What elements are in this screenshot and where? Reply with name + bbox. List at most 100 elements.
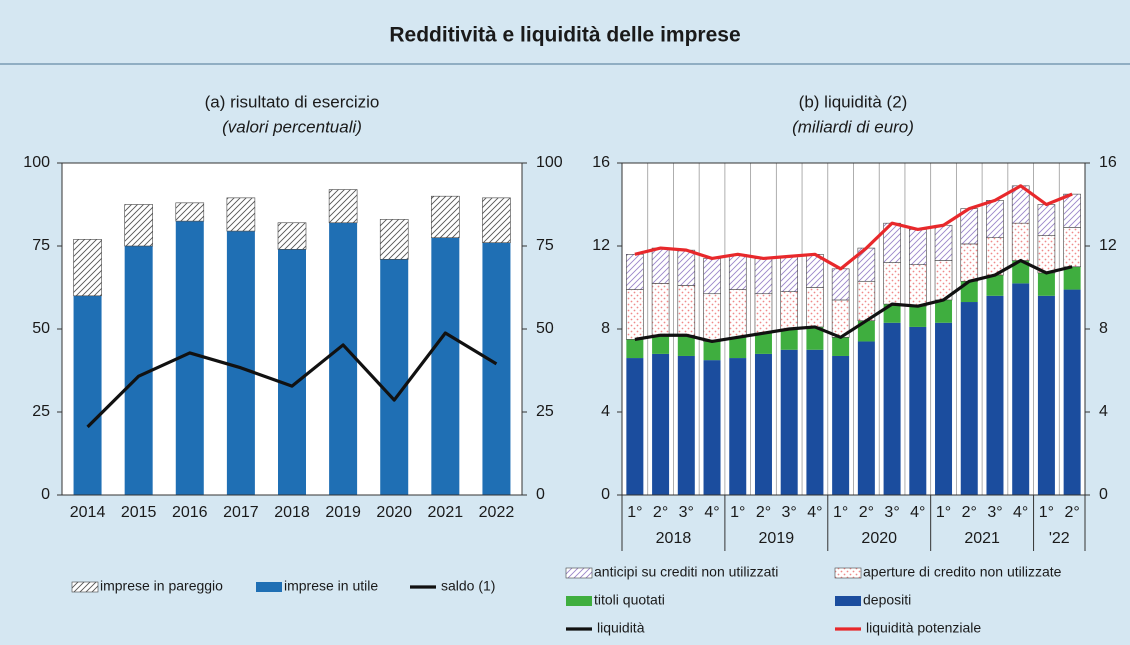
x-tick-label: 2015 bbox=[121, 504, 157, 521]
legend-label: liquidità bbox=[597, 620, 645, 636]
x-tick-label: 2014 bbox=[70, 504, 106, 521]
bar bbox=[754, 293, 773, 334]
bar bbox=[857, 280, 876, 321]
x-tick-label: 2018 bbox=[274, 504, 310, 521]
x-tick-label: 2017 bbox=[223, 504, 259, 521]
x-tick-label: 4° bbox=[807, 504, 822, 521]
bar bbox=[1063, 289, 1081, 495]
bar bbox=[380, 259, 409, 495]
bar bbox=[806, 349, 824, 495]
bar bbox=[652, 353, 670, 495]
y2-tick-label: 0 bbox=[1099, 486, 1108, 503]
year-label: 2020 bbox=[861, 530, 897, 547]
y2-tick-label: 4 bbox=[1099, 403, 1108, 420]
legend-label: titoli quotati bbox=[594, 592, 665, 608]
bar bbox=[226, 231, 255, 495]
chart-title: (a) risultato di esercizio bbox=[205, 92, 380, 111]
year-label: 2021 bbox=[964, 530, 1000, 547]
bar bbox=[883, 262, 901, 305]
bar bbox=[328, 189, 358, 224]
bar bbox=[703, 360, 721, 495]
y-tick-label: 8 bbox=[601, 320, 610, 337]
x-tick-label: 2022 bbox=[479, 504, 515, 521]
y-tick-label: 16 bbox=[592, 154, 610, 171]
y2-tick-label: 0 bbox=[536, 486, 545, 503]
bar bbox=[226, 197, 256, 232]
bar bbox=[1037, 235, 1056, 274]
bar bbox=[935, 299, 953, 323]
year-label: 2018 bbox=[656, 530, 692, 547]
bar bbox=[857, 341, 875, 495]
bar bbox=[960, 281, 978, 303]
bar bbox=[883, 322, 901, 495]
chart-subtitle: (valori percentuali) bbox=[222, 117, 362, 136]
y-tick-label: 75 bbox=[32, 237, 50, 254]
bar bbox=[780, 256, 798, 292]
bar bbox=[909, 326, 927, 495]
bar bbox=[729, 337, 747, 359]
y-tick-label: 0 bbox=[41, 486, 50, 503]
bar bbox=[728, 289, 747, 338]
legend-swatch bbox=[565, 567, 593, 579]
bar bbox=[986, 275, 1004, 296]
chart-title: (b) liquidità (2) bbox=[799, 92, 908, 111]
bar bbox=[832, 337, 850, 356]
bar bbox=[934, 224, 953, 261]
bar bbox=[277, 222, 307, 250]
bar bbox=[1012, 260, 1030, 284]
bar bbox=[626, 358, 644, 495]
bar bbox=[909, 229, 927, 265]
y-tick-label: 0 bbox=[601, 486, 610, 503]
bar bbox=[883, 304, 901, 323]
y-tick-label: 4 bbox=[601, 403, 610, 420]
x-tick-label: 3° bbox=[884, 504, 899, 521]
bar bbox=[1037, 272, 1055, 296]
bar bbox=[806, 287, 824, 328]
x-tick-label: 2° bbox=[859, 504, 874, 521]
bar bbox=[909, 306, 927, 327]
year-label: 2019 bbox=[759, 530, 795, 547]
bar bbox=[703, 258, 721, 295]
bar bbox=[677, 285, 696, 336]
bar bbox=[703, 341, 721, 361]
y-tick-label: 50 bbox=[32, 320, 50, 337]
bar bbox=[909, 264, 927, 307]
bar bbox=[935, 322, 953, 495]
bar bbox=[175, 202, 205, 222]
bar bbox=[482, 197, 511, 243]
bar bbox=[329, 222, 358, 495]
x-tick-label: 1° bbox=[1039, 504, 1054, 521]
legend-label: imprese in pareggio bbox=[100, 578, 223, 594]
bar bbox=[677, 249, 696, 286]
bar bbox=[729, 358, 747, 495]
x-tick-label: 1° bbox=[730, 504, 745, 521]
bar bbox=[857, 320, 875, 342]
legend-label: liquidità potenziale bbox=[866, 620, 981, 636]
bar bbox=[960, 302, 978, 495]
x-tick-label: 1° bbox=[627, 504, 642, 521]
page-title: Redditività e liquidità delle imprese bbox=[389, 24, 740, 47]
bar bbox=[73, 295, 102, 495]
x-tick-label: 2016 bbox=[172, 504, 208, 521]
bar bbox=[986, 295, 1004, 495]
x-tick-label: 3° bbox=[679, 504, 694, 521]
bar bbox=[379, 219, 409, 260]
bar bbox=[780, 291, 798, 330]
bar bbox=[1012, 283, 1030, 495]
bar bbox=[651, 283, 670, 336]
bar bbox=[780, 329, 798, 350]
x-tick-label: 1° bbox=[833, 504, 848, 521]
bar bbox=[986, 237, 1004, 276]
legend-swatch bbox=[71, 581, 99, 593]
year-label: '22 bbox=[1049, 530, 1070, 547]
bar bbox=[124, 204, 153, 247]
bar bbox=[652, 335, 670, 354]
x-tick-label: 4° bbox=[1013, 504, 1028, 521]
y2-tick-label: 12 bbox=[1099, 237, 1117, 254]
legend-label: aperture di credito non utilizzate bbox=[863, 564, 1062, 580]
bar bbox=[677, 335, 695, 356]
bar bbox=[1011, 222, 1030, 261]
x-tick-label: 1° bbox=[936, 504, 951, 521]
y2-tick-label: 16 bbox=[1099, 154, 1117, 171]
